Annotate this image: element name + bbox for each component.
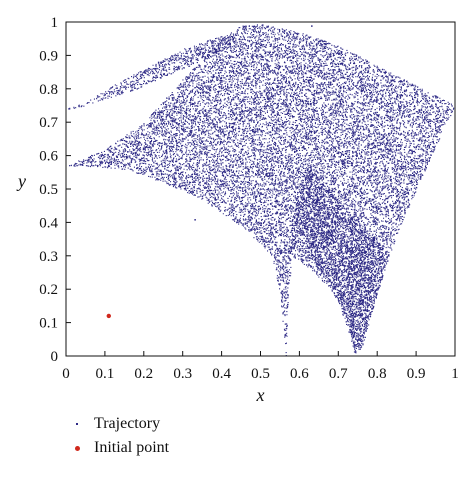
- x-tick-label: 0.8: [368, 366, 387, 382]
- y-tick-label: 1: [51, 15, 59, 31]
- x-axis-ticks: 0 0.1 0.2 0.3 0.4 0.5 0.6 0.7 0.8 0.9 1: [62, 351, 459, 382]
- y-tick-label: 0.8: [39, 82, 58, 98]
- x-axis-label: x: [256, 385, 265, 405]
- trajectory-stray-point: [194, 219, 196, 221]
- y-tick-label: 0.7: [39, 115, 58, 131]
- y-tick-label: 0.6: [39, 149, 58, 165]
- x-tick-label: 0.1: [96, 366, 115, 382]
- legend-label-trajectory: Trajectory: [94, 415, 161, 432]
- x-tick-label: 0.4: [212, 366, 231, 382]
- legend-label-initial-point: Initial point: [94, 439, 170, 456]
- initial-point-marker-icon: [70, 445, 84, 451]
- x-tick-label: 0.7: [329, 366, 348, 382]
- y-tick-label: 0.9: [39, 48, 58, 64]
- y-tick-label: 0.3: [39, 249, 58, 265]
- x-tick-label: 0.2: [134, 366, 153, 382]
- x-tick-label: 0.3: [173, 366, 192, 382]
- trajectory-point-cloud: [68, 24, 455, 357]
- trajectory-stray-point: [311, 25, 313, 27]
- y-tick-label: 0.4: [39, 215, 58, 231]
- x-tick-label: 0.6: [290, 366, 309, 382]
- legend-item-trajectory: Trajectory: [70, 412, 169, 436]
- initial-point-marker: [106, 313, 111, 319]
- y-tick-label: 0.2: [39, 282, 58, 298]
- x-tick-label: 0.9: [407, 366, 426, 382]
- initial-point-layer: [106, 313, 111, 319]
- trajectory-dots: [68, 24, 455, 357]
- x-tick-label: 0.5: [251, 366, 270, 382]
- legend-item-initial-point: Initial point: [70, 436, 169, 460]
- y-tick-label: 0.5: [39, 182, 58, 198]
- y-axis-label: y: [16, 171, 26, 191]
- trajectory-marker-icon: [70, 423, 84, 425]
- y-tick-label: 0: [51, 349, 59, 365]
- x-tick-label: 1: [451, 366, 459, 382]
- y-axis-ticks: 0 0.1 0.2 0.3 0.4 0.5 0.6 0.7 0.8 0.9 1: [39, 15, 71, 365]
- x-tick-label: 0: [62, 366, 70, 382]
- legend: Trajectory Initial point: [70, 412, 169, 460]
- y-tick-label: 0.1: [39, 316, 58, 332]
